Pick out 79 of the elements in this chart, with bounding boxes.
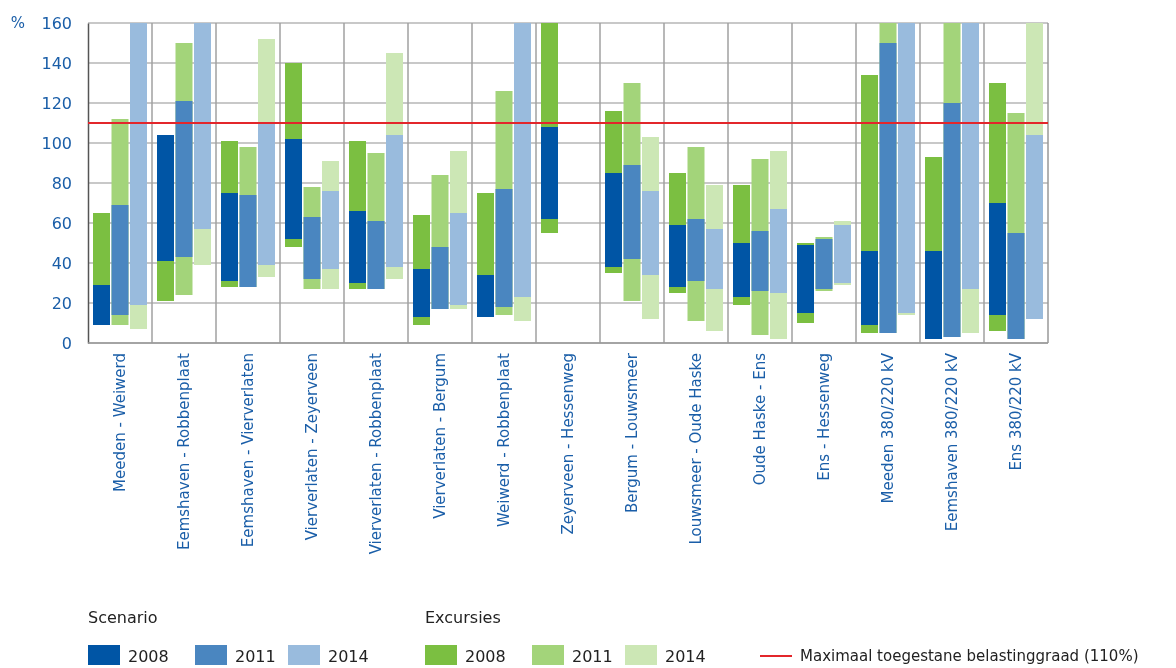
x-tick-label: Meeden - Weiwerd <box>111 353 130 492</box>
y-tick-label: 140 <box>41 53 72 73</box>
bar <box>477 275 494 317</box>
y-tick-label: 100 <box>41 133 72 153</box>
y-tick-label: 40 <box>51 253 72 273</box>
x-tick-label: Oude Haske - Ens <box>751 352 770 486</box>
bar <box>962 289 979 333</box>
bar <box>1026 23 1043 135</box>
bar <box>431 247 449 309</box>
legend-label: 2011 <box>235 646 276 666</box>
legend-label: 2008 <box>128 646 169 666</box>
bar <box>733 243 750 297</box>
x-tick-label: Vierverlaten - Zeyerveen <box>303 353 322 541</box>
x-tick-label: Ens 380/220 kV <box>1007 352 1026 471</box>
bar <box>962 23 979 289</box>
bar <box>751 231 769 291</box>
y-tick-label: 80 <box>51 173 72 193</box>
bar <box>322 191 339 269</box>
bar <box>367 221 385 289</box>
bar <box>450 213 467 305</box>
x-tick-label: Vierverlaten - Bergum <box>431 353 450 519</box>
y-tick-label: 60 <box>51 213 72 233</box>
bar <box>239 195 257 287</box>
bar <box>130 23 147 305</box>
bar <box>605 173 622 267</box>
bar <box>623 165 641 259</box>
legend-label: 2014 <box>328 646 369 666</box>
bar <box>925 251 942 339</box>
bar <box>669 225 686 287</box>
legend-label: 2014 <box>665 646 706 666</box>
bar <box>989 203 1006 315</box>
bar <box>495 189 513 307</box>
text: Excursies <box>425 607 501 627</box>
bar <box>349 211 366 283</box>
x-tick-label: Eemshaven - Vierverlaten <box>239 353 258 548</box>
bar <box>1026 135 1043 319</box>
bar <box>93 285 110 325</box>
bar <box>861 251 878 325</box>
y-axis-title: % <box>10 13 26 32</box>
bar <box>386 135 403 267</box>
bar <box>258 123 275 265</box>
bar <box>514 297 531 321</box>
y-tick-label: 20 <box>51 293 72 313</box>
bar <box>157 135 174 261</box>
bar <box>194 23 211 229</box>
y-tick-label: 160 <box>41 13 72 33</box>
bar <box>943 103 961 337</box>
legend-label: 2008 <box>465 646 506 666</box>
x-tick-label: Zeyerveen - Hessenweg <box>559 353 578 535</box>
x-tick-label: Eemshaven - Robbenplaat <box>175 352 194 551</box>
bar <box>130 305 147 329</box>
bar <box>514 23 531 297</box>
text: Scenario <box>88 607 158 627</box>
bar <box>303 217 321 279</box>
legend-label: 2011 <box>572 646 613 666</box>
bar <box>221 193 238 281</box>
bar <box>770 209 787 293</box>
x-tick-label: Louwsmeer - Oude Haske <box>687 353 706 545</box>
bar <box>642 191 659 275</box>
y-tick-label: 0 <box>61 333 72 353</box>
x-tick-label: Eemshaven 380/220 kV <box>943 352 962 532</box>
bar <box>706 229 723 289</box>
bar <box>285 139 302 239</box>
x-tick-label: Vierverlaten - Robbenplaat <box>367 352 386 555</box>
x-tick-label: Weiwerd - Robbenplaat <box>495 352 514 527</box>
bar <box>541 127 558 219</box>
bar <box>413 269 430 317</box>
bar <box>687 219 705 281</box>
bar <box>175 101 193 257</box>
bar <box>111 205 129 315</box>
x-tick-label: Meeden 380/220 kV <box>879 352 898 504</box>
x-tick-label: Bergum - Louwsmeer <box>623 352 642 514</box>
x-tick-label: Ens - Hessenweg <box>815 353 834 481</box>
legend-label: Maximaal toegestane belastinggraad (110%) <box>800 647 1139 666</box>
bar <box>157 261 174 301</box>
bar <box>194 229 211 265</box>
bar <box>1007 233 1025 339</box>
bar <box>898 23 915 313</box>
y-tick-label: 120 <box>41 93 72 113</box>
